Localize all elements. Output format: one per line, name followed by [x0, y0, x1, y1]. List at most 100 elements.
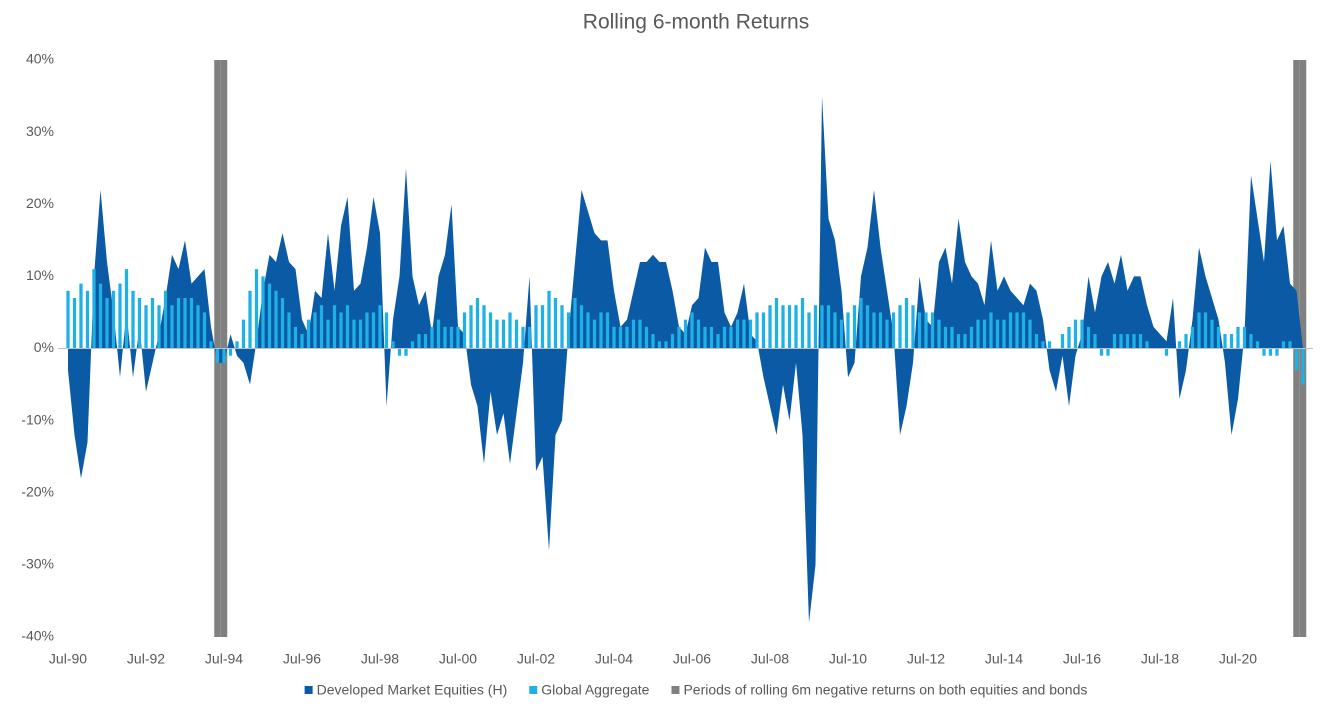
bond-bar — [1197, 312, 1201, 349]
bond-bar — [488, 312, 493, 349]
bond-bar — [235, 341, 239, 349]
x-tick-label: Jul-20 — [1219, 651, 1257, 667]
bond-bar — [261, 276, 265, 349]
bond-bar — [755, 312, 759, 349]
bond-bar — [378, 305, 382, 349]
x-tick-label: Jul-12 — [907, 651, 945, 667]
y-tick-label: 40% — [26, 51, 54, 67]
bond-bar — [599, 312, 603, 349]
bond-bar — [241, 319, 246, 349]
bond-bar — [1210, 319, 1214, 349]
bond-bar — [872, 312, 876, 349]
bond-bar — [1106, 348, 1110, 356]
bond-bar — [319, 305, 324, 349]
bond-bar — [1086, 326, 1091, 349]
bond-bar — [423, 334, 428, 349]
bond-bar — [228, 348, 233, 356]
bond-bar — [391, 341, 395, 349]
bond-bar — [644, 326, 649, 349]
bond-bar — [150, 298, 155, 349]
bond-bar — [137, 298, 142, 349]
bond-bar — [612, 326, 616, 349]
bond-bar — [1242, 326, 1247, 349]
x-tick-label: Jul-06 — [673, 651, 711, 667]
bond-bar — [1275, 348, 1279, 356]
legend-label: Periods of rolling 6m negative returns o… — [683, 682, 1087, 698]
bond-bar — [469, 305, 473, 349]
bond-bar — [1177, 341, 1182, 349]
bond-bar — [586, 312, 590, 349]
bond-bar — [898, 305, 902, 349]
y-tick-label: 10% — [26, 267, 54, 283]
bond-bar — [670, 334, 675, 349]
bond-bar — [1288, 341, 1292, 349]
bond-bar — [1138, 334, 1143, 349]
bond-bar — [1236, 326, 1240, 349]
bond-bar — [969, 326, 974, 349]
bond-bar — [1190, 326, 1195, 349]
bond-bar — [885, 319, 889, 349]
bond-bar — [748, 319, 753, 349]
bond-bar — [833, 312, 837, 349]
legend-label: Global Aggregate — [541, 682, 649, 698]
bond-bar — [384, 312, 389, 349]
bond-bar — [540, 305, 545, 349]
bond-bar — [144, 305, 148, 349]
bond-bar — [956, 334, 961, 349]
bond-bar — [761, 312, 766, 349]
bond-bar — [560, 305, 564, 349]
bond-bar — [995, 319, 1000, 349]
legend-label: Developed Market Equities (H) — [317, 682, 508, 698]
bond-bar — [579, 305, 584, 349]
bond-bar — [1223, 334, 1227, 349]
x-tick-label: Jul-96 — [283, 651, 321, 667]
bond-bar — [631, 319, 636, 349]
y-tick-label: -30% — [21, 556, 54, 572]
bond-bar — [943, 326, 948, 349]
bond-bar — [397, 348, 402, 356]
y-tick-label: -10% — [21, 411, 54, 427]
bond-bar — [930, 312, 935, 349]
bond-bar — [306, 319, 311, 349]
bond-bar — [547, 290, 551, 349]
bond-bar — [982, 319, 987, 349]
y-tick-label: -40% — [21, 628, 54, 644]
bond-bar — [1099, 348, 1104, 356]
bond-bar — [703, 326, 707, 349]
bond-bar — [1112, 334, 1117, 349]
bond-bar — [293, 326, 298, 349]
bond-bar — [202, 312, 207, 349]
bond-bar — [98, 283, 103, 349]
bond-bar — [534, 305, 538, 349]
bond-bar — [352, 319, 356, 349]
bond-bar — [163, 290, 168, 349]
bond-bar — [709, 326, 714, 349]
bond-bar — [989, 312, 993, 349]
bond-bar — [1073, 319, 1078, 349]
x-tick-label: Jul-02 — [517, 651, 555, 667]
bond-bar — [1093, 334, 1097, 349]
bond-bar — [1229, 334, 1234, 349]
bond-bar — [1015, 312, 1019, 349]
bond-bar — [176, 298, 181, 349]
bond-bar — [807, 312, 811, 349]
bond-bar — [124, 269, 129, 349]
bond-bar — [937, 319, 941, 349]
bond-bar — [1184, 334, 1188, 349]
bond-bar — [917, 312, 922, 349]
bond-bar — [553, 298, 558, 349]
bond-bar — [592, 319, 597, 349]
bond-bar — [1021, 312, 1026, 349]
legend-swatch — [529, 686, 538, 694]
bond-bar — [1145, 341, 1149, 349]
bond-bar — [436, 319, 441, 349]
bond-bar — [781, 305, 785, 349]
bond-bar — [66, 290, 70, 349]
bond-bar — [183, 298, 187, 349]
bond-bar — [924, 312, 928, 349]
bond-bar — [456, 326, 460, 349]
bond-bar — [794, 305, 798, 349]
bond-bar — [1028, 319, 1032, 349]
bond-bar — [865, 305, 870, 349]
